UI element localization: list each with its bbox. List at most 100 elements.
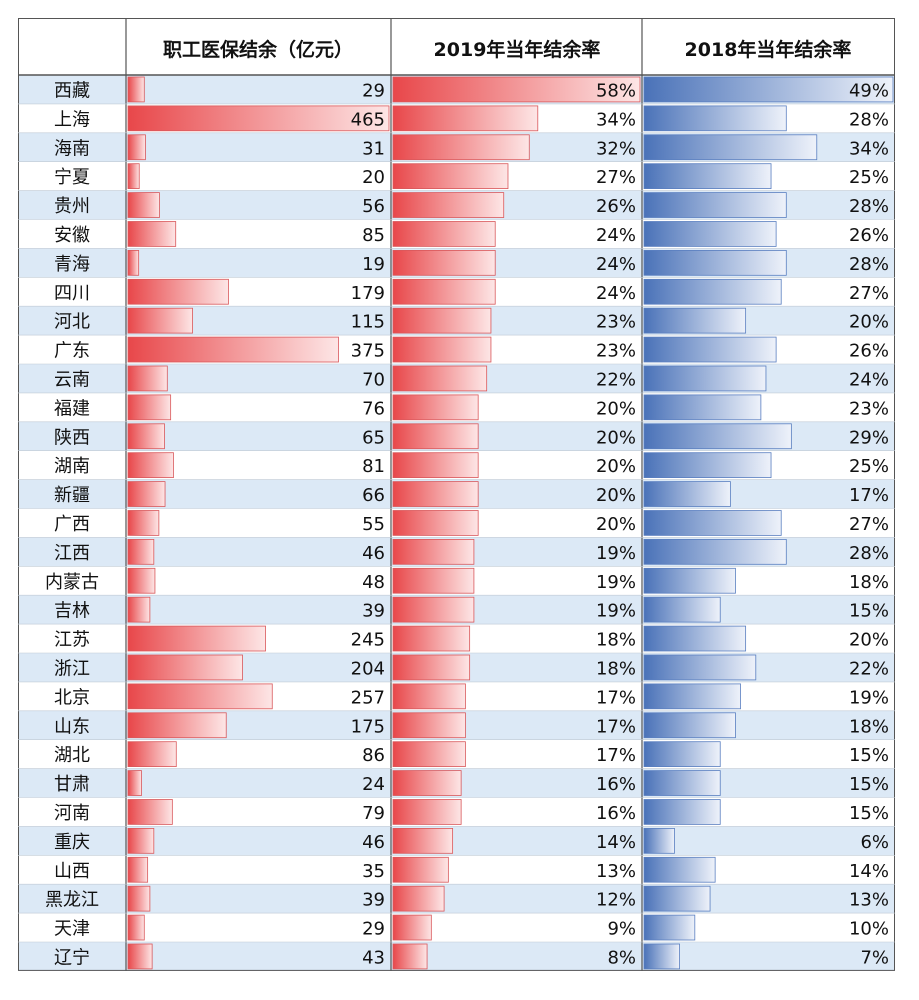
value-label-balance: 31	[362, 138, 385, 159]
bar-rate2019	[392, 336, 492, 363]
bar-rate2019	[392, 423, 479, 450]
bar-rate2019	[392, 885, 445, 912]
region-label: 山东	[54, 716, 90, 737]
value-label-balance: 175	[351, 716, 385, 737]
value-label-rate2019: 20%	[596, 398, 636, 419]
value-label-rate2018: 28%	[849, 109, 889, 130]
region-label: 湖南	[54, 456, 90, 477]
value-label-rate2019: 12%	[596, 890, 636, 911]
value-label-rate2019: 26%	[596, 196, 636, 217]
value-label-rate2018: 26%	[849, 225, 889, 246]
bar-balance	[127, 828, 155, 854]
value-label-rate2019: 14%	[596, 832, 636, 853]
bar-rate2018	[643, 192, 787, 218]
bar-rate2019	[392, 567, 475, 594]
bar-balance	[127, 423, 165, 450]
value-label-rate2019: 20%	[596, 456, 636, 477]
value-label-rate2018: 24%	[849, 369, 889, 390]
value-label-balance: 39	[362, 890, 385, 911]
column-headers: 职工医保结余（亿元） 2019年当年结余率 2018年当年结余率	[163, 38, 851, 61]
value-label-rate2019: 8%	[607, 947, 636, 968]
value-label-rate2018: 15%	[849, 601, 889, 622]
bar-rate2019	[392, 134, 530, 161]
value-label-rate2018: 26%	[849, 341, 889, 362]
bar-balance	[127, 481, 166, 507]
region-label: 湖北	[54, 745, 90, 766]
header-rate-2018: 2018年当年结余率	[685, 38, 852, 61]
bar-balance	[127, 654, 243, 681]
value-label-rate2018: 19%	[849, 687, 889, 708]
bar-rate2018	[643, 914, 696, 941]
value-label-balance: 76	[362, 398, 385, 419]
bar-rate2019	[392, 365, 488, 392]
value-label-balance: 245	[351, 630, 385, 651]
value-label-rate2019: 19%	[596, 543, 636, 564]
region-label: 山西	[54, 861, 90, 882]
region-label: 吉林	[54, 601, 90, 622]
bar-balance	[127, 770, 142, 796]
value-label-balance: 66	[362, 485, 385, 506]
value-label-rate2019: 23%	[596, 341, 636, 362]
bar-rate2018	[643, 712, 736, 739]
bar-balance	[127, 510, 160, 536]
value-label-rate2018: 27%	[849, 283, 889, 304]
region-label: 青海	[54, 254, 90, 275]
value-label-balance: 46	[362, 543, 385, 564]
value-label-rate2019: 27%	[596, 167, 636, 188]
region-label: 海南	[54, 138, 90, 159]
bar-rate2018	[643, 683, 741, 710]
region-label: 江苏	[54, 630, 90, 651]
value-label-rate2019: 16%	[596, 774, 636, 795]
bar-rate2019	[392, 828, 454, 854]
value-label-balance: 85	[362, 225, 385, 246]
region-label: 黑龙江	[45, 890, 99, 911]
value-label-rate2019: 17%	[596, 745, 636, 766]
value-label-rate2019: 18%	[596, 658, 636, 679]
bar-rate2019	[392, 741, 466, 768]
bar-rate2019	[392, 76, 641, 103]
bar-rate2019	[392, 914, 432, 941]
value-label-rate2019: 20%	[596, 427, 636, 448]
value-label-rate2019: 13%	[596, 861, 636, 882]
value-label-rate2018: 27%	[849, 514, 889, 535]
bar-rate2018	[643, 654, 757, 681]
value-label-rate2019: 19%	[596, 601, 636, 622]
value-label-balance: 56	[362, 196, 385, 217]
value-label-rate2019: 17%	[596, 687, 636, 708]
bar-rate2019	[392, 307, 492, 334]
bar-balance	[127, 914, 145, 941]
region-label: 重庆	[54, 832, 90, 853]
bar-rate2019	[392, 539, 475, 565]
bar-rate2018	[643, 134, 818, 161]
region-label: 河南	[54, 803, 90, 824]
bar-rate2018	[643, 452, 772, 479]
region-label: 江西	[54, 543, 90, 564]
bar-rate2018	[643, 221, 777, 247]
region-label: 四川	[54, 283, 90, 304]
bar-balance	[127, 452, 174, 479]
region-label: 甘肃	[54, 774, 90, 795]
value-label-rate2019: 32%	[596, 138, 636, 159]
bar-rate2018	[643, 625, 747, 652]
value-label-rate2019: 58%	[596, 80, 636, 101]
bar-balance	[127, 683, 273, 710]
value-label-rate2018: 15%	[849, 745, 889, 766]
value-label-balance: 20	[362, 167, 385, 188]
value-label-rate2019: 22%	[596, 369, 636, 390]
bar-rate2019	[392, 770, 462, 796]
value-label-rate2018: 23%	[849, 398, 889, 419]
bar-balance	[127, 249, 140, 276]
bar-rate2019	[392, 625, 471, 652]
row-stripe	[18, 826, 895, 856]
bar-rate2018	[643, 510, 782, 536]
value-label-balance: 29	[362, 80, 385, 101]
bar-rate2018	[643, 741, 721, 768]
value-label-rate2018: 28%	[849, 543, 889, 564]
bar-rate2019	[392, 654, 471, 681]
value-label-balance: 48	[362, 572, 385, 593]
bar-rate2019	[392, 596, 475, 623]
bar-rate2018	[643, 856, 716, 883]
bar-rate2018	[643, 481, 731, 507]
value-label-balance: 70	[362, 369, 385, 390]
bar-rate2019	[392, 481, 479, 507]
